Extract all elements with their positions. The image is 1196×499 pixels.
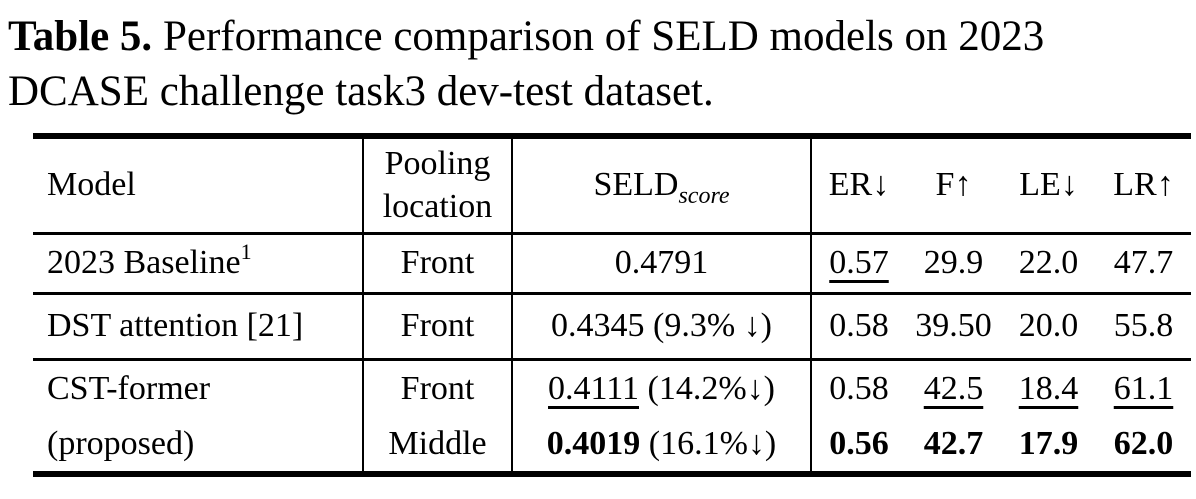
cell-baseline-pooling: Front [363,233,513,296]
baseline-model-text: 2023 Baseline [47,244,241,282]
cst-front-seld-delta: (14.2%↓) [647,369,775,407]
table-caption: Table 5. Performance comparison of SELD … [8,10,1190,119]
baseline-er-value: 0.57 [829,244,889,282]
cell-baseline-seld: 0.4791 [512,233,812,296]
cst-model-line1: CST-former [47,370,211,408]
header-pooling-line1: Pooling [384,145,491,183]
row-dst-attention: DST attention [21] Front 0.4345 (9.3% ↓)… [33,293,1191,362]
header-le: LE↓ [1001,136,1096,236]
dst-seld-value: 0.4345 [551,307,645,345]
cell-cst-middle-er: 0.56 [829,424,889,462]
row-cst-former-middle: Middle 0.4019 (16.1%↓) 0.56 42.7 17.9 62… [33,417,1191,475]
cell-cst-middle-pooling: Middle [363,417,513,475]
seld-label: SELD [593,166,679,204]
header-pooling-location: Pooling location [363,136,513,236]
caption-table-number: Table 5. [8,13,153,60]
cell-cst-front-f: 42.5 [906,360,1001,418]
cst-front-f-value: 42.5 [923,369,984,407]
header-row: Model Pooling location SELDscore ER↓ F↑ … [33,136,1191,236]
header-f: F↑ [906,136,1001,236]
seld-subscript: score [678,183,730,210]
cell-baseline-le: 22.0 [1001,233,1096,296]
cell-baseline-lr: 47.7 [1096,233,1191,296]
cst-middle-seld-delta: (16.1%↓) [648,424,777,462]
cell-baseline-model: 2023 Baseline1 [33,233,364,296]
cell-dst-pooling: Front [363,293,513,362]
cell-cst-front-er: 0.58 [829,369,889,407]
cell-cst-middle-le: 17.9 [1018,424,1079,462]
cell-dst-er: 0.58 [811,293,906,362]
header-lr: LR↑ [1096,136,1191,236]
dst-seld-delta: (9.3% ↓) [653,307,772,345]
row-cst-former-front: CST-former (proposed) Front 0.4111 (14.2… [33,359,1191,475]
cell-dst-le: 20.0 [1001,293,1096,362]
cell-cst-front-le: 18.4 [1001,360,1096,418]
cell-cst-front-seld: 0.4111 (14.2%↓) [512,359,812,418]
header-seld-score: SELDscore [512,136,812,236]
cell-baseline-f: 29.9 [906,233,1001,296]
header-model: Model [33,136,364,236]
cell-dst-model: DST attention [21] [33,293,364,362]
cell-cst-model: CST-former (proposed) [33,359,364,475]
results-table: Model Pooling location SELDscore ER↓ F↑ … [33,133,1191,478]
cell-cst-front-pooling: Front [363,359,513,418]
cst-middle-seld-value: 0.4019 [546,424,641,462]
cell-cst-middle-seld: 0.4019 (16.1%↓) [512,417,812,475]
caption-text-line1: Performance comparison of SELD models on… [152,13,1045,60]
caption-line-2: DCASE challenge task3 dev-test dataset. [8,65,1190,120]
header-pooling-line2: location [382,187,493,225]
cell-dst-lr: 55.8 [1096,293,1191,362]
row-2023-baseline: 2023 Baseline1 Front 0.4791 0.57 29.9 22… [33,233,1191,296]
cell-dst-seld: 0.4345 (9.3% ↓) [512,293,812,362]
cst-front-lr-value: 61.1 [1113,369,1174,407]
cst-front-le-value: 18.4 [1018,369,1079,407]
cst-model-line2: (proposed) [47,425,195,463]
caption-line-1: Table 5. Performance comparison of SELD … [8,10,1190,65]
baseline-footnote-mark: 1 [240,239,252,265]
cell-cst-front-lr: 61.1 [1096,360,1191,418]
cell-cst-middle-lr: 62.0 [1113,424,1174,462]
caption-text-line2: DCASE challenge task3 dev-test dataset. [8,67,714,115]
header-er: ER↓ [811,136,906,236]
cell-dst-f: 39.50 [906,293,1001,362]
cell-baseline-er: 0.57 [811,233,906,296]
cell-cst-middle-f: 42.7 [923,424,984,462]
cst-front-seld-value: 0.4111 [548,369,639,407]
